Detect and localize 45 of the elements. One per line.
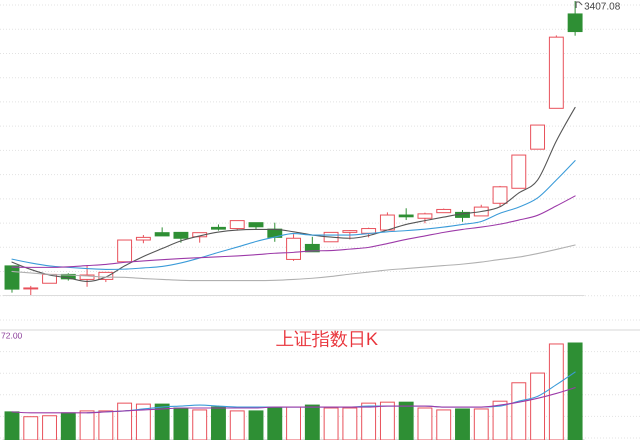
- bar: [361, 402, 376, 440]
- bar: [304, 404, 320, 440]
- candlestick: [398, 208, 414, 221]
- candlestick: [230, 220, 245, 232]
- bar: [568, 342, 583, 440]
- bar: [230, 410, 245, 440]
- candlestick: [568, 0, 583, 36]
- bar: [380, 402, 395, 440]
- candlestick: [173, 232, 188, 244]
- bar: [173, 407, 188, 440]
- text: 72.00: [1, 330, 23, 340]
- bar: [492, 400, 508, 440]
- bar: [324, 407, 339, 440]
- bar: [267, 406, 282, 440]
- bar: [154, 404, 170, 440]
- bar: [548, 343, 564, 440]
- chart-title: 上证指数日K: [276, 329, 378, 349]
- candlestick: [286, 234, 301, 262]
- candlestick: [361, 227, 376, 238]
- bar: [80, 410, 95, 440]
- bar: [60, 412, 76, 440]
- annotation: 3407.08: [584, 2, 621, 12]
- bar: [248, 410, 264, 440]
- bar: [436, 409, 452, 440]
- candlestick: [380, 212, 395, 231]
- bar: [342, 407, 358, 440]
- bar: [418, 407, 432, 440]
- bar: [211, 406, 226, 440]
- candlestick: [492, 185, 508, 208]
- candlestick: [342, 230, 358, 240]
- candlestick: [117, 240, 132, 262]
- bar: [511, 382, 526, 440]
- bar: [398, 402, 414, 440]
- bar: [286, 406, 301, 440]
- candlestick: [418, 212, 432, 224]
- bar: [117, 402, 132, 440]
- bar: [474, 408, 489, 440]
- bar: [98, 410, 114, 440]
- bar: [42, 415, 57, 440]
- bar: [23, 416, 38, 440]
- bar: [192, 409, 208, 440]
- bar: [136, 404, 151, 440]
- bar: [530, 372, 546, 440]
- bar: [4, 411, 20, 440]
- bar: [455, 408, 470, 440]
